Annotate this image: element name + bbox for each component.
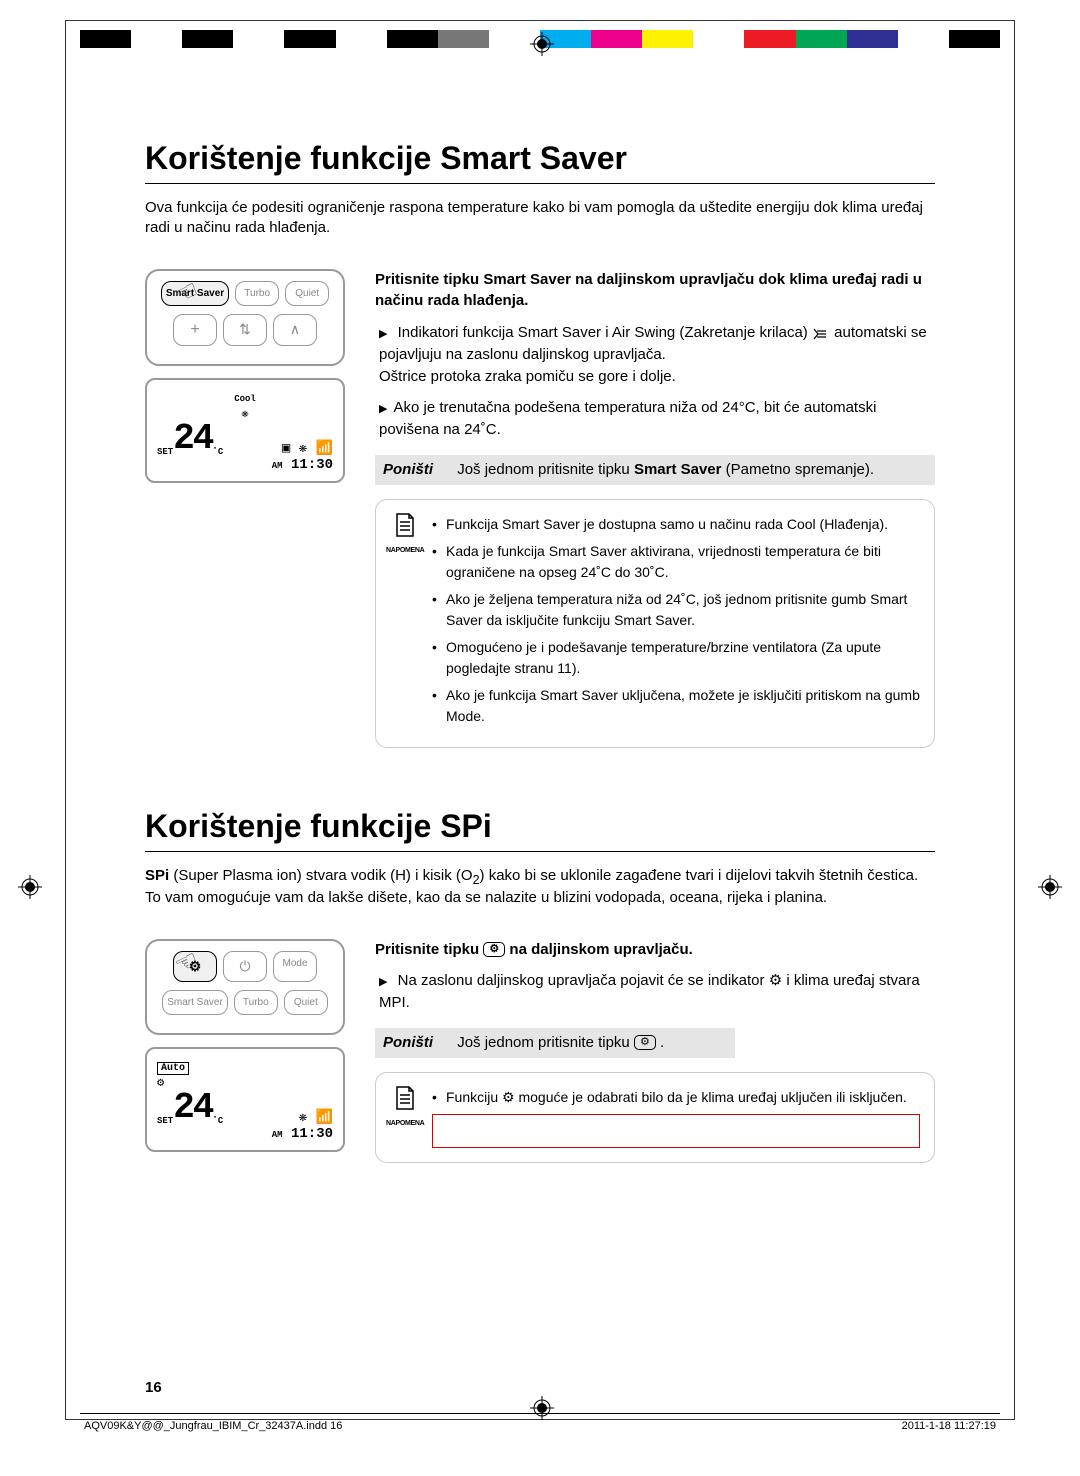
section2-body: ☜ ⚙ ⏻ Mode Smart Saver Turbo Quiet Auto …: [145, 939, 935, 1163]
n21a: Funkciju: [446, 1089, 502, 1105]
display-set-2: SET: [157, 1116, 173, 1126]
cancel-row: Poništi Još jednom pritisnite tipku Smar…: [375, 455, 935, 485]
cancel-pre: Još jednom pritisnite tipku: [457, 461, 634, 478]
note-item: Kada je funkcija Smart Saver aktivirana,…: [432, 541, 920, 583]
footer-timestamp: 2011-1-18 11:27:19: [902, 1420, 996, 1432]
note-label-2: NAPOMENA: [386, 1119, 424, 1130]
b1c: Oštrice protoka zraka pomiču se gore i d…: [379, 368, 676, 385]
i2-sub: 2: [473, 873, 480, 887]
remote-buttons-box: ☜ Smart Saver Turbo Quiet + ⇅ ∧: [145, 269, 345, 366]
instr-bold: Smart Saver: [483, 271, 571, 288]
c2-post: .: [660, 1034, 664, 1051]
footer-filename: AQV09K&Y@@_Jungfrau_IBIM_Cr_32437A.indd …: [84, 1420, 342, 1432]
display-am: AM: [272, 461, 283, 471]
section-intro: Ova funkcija će podesiti ograničenje ras…: [145, 198, 935, 239]
display-temp-2: 24: [173, 1090, 212, 1126]
note-item: Ako je funkcija Smart Saver uključena, m…: [432, 685, 920, 727]
remote-btn-up: ∧: [273, 314, 317, 346]
note-item: Ako je željena temperatura niža od 24˚C,…: [432, 589, 920, 631]
display-time-2: 11:30: [291, 1126, 333, 1142]
print-footer: AQV09K&Y@@_Jungfrau_IBIM_Cr_32437A.indd …: [80, 1413, 1000, 1432]
bullet-indicators: Indikatori funkcija Smart Saver i Air Sw…: [379, 322, 935, 387]
remote-illustration-col: ☜ Smart Saver Turbo Quiet + ⇅ ∧ Cool ❋ S…: [145, 269, 345, 748]
remote-btn-power: ⏻: [223, 951, 267, 982]
b1a: Indikatori funkcija Smart Saver i Air Sw…: [398, 324, 812, 341]
display-mode: Cool: [234, 394, 256, 404]
remote-btn-mode: Mode: [273, 951, 317, 982]
c2-pre: Još jednom pritisnite tipku: [457, 1034, 634, 1051]
display-set-label: SET: [157, 447, 173, 457]
note-icon: NAPOMENA: [386, 512, 424, 557]
page-number: 16: [145, 1379, 162, 1396]
display-deg: ˚C: [212, 447, 223, 457]
display-temp: 24: [173, 421, 212, 457]
instructions-col-2: Pritisnite tipku ⚙ na daljinskom upravlj…: [375, 939, 935, 1163]
section-title-smart-saver: Korištenje funkcije Smart Saver: [145, 140, 935, 184]
remote-btn-turbo: Turbo: [235, 281, 279, 306]
i2-m: (Super Plasma ion) stvara vodik (H) i ki…: [169, 867, 472, 884]
registration-mark-left: [18, 875, 42, 899]
cancel-bold: Smart Saver: [634, 461, 722, 478]
display-deg-2: ˚C: [212, 1116, 223, 1126]
remote-btn-smart-saver-2: Smart Saver: [162, 990, 228, 1015]
bullet-indicator-2: Na zaslonu daljinskog upravljača pojavit…: [379, 970, 935, 1014]
display-time: 11:30: [291, 457, 333, 473]
cancel-label: Poništi: [383, 461, 433, 478]
main-instruction-2: Pritisnite tipku ⚙ na daljinskom upravlj…: [375, 939, 935, 961]
bullet-temp: Ako je trenutačna podešena temperatura n…: [379, 397, 935, 441]
t2-pre: Korištenje funkcije: [145, 808, 440, 844]
spi-indicator-icon: ⚙: [769, 972, 782, 989]
page-content: Korištenje funkcije Smart Saver Ova funk…: [145, 140, 935, 1223]
section-title-spi: Korištenje funkcije SPi: [145, 808, 935, 852]
instructions-col: Pritisnite tipku Smart Saver na daljinsk…: [375, 269, 935, 748]
display-icons-2: ❋ 📶: [299, 1109, 333, 1126]
registration-mark-right: [1038, 875, 1062, 899]
remote-btn-quiet-2: Quiet: [284, 990, 328, 1015]
remote-display-box: Cool ❋ SET 24 ˚C ▣ ❋ 📶 AM 11:30: [145, 378, 345, 483]
swing-icon: [812, 326, 830, 340]
display-am-2: AM: [272, 1130, 283, 1140]
n21b: moguće je odabrati bilo da je klima uređ…: [518, 1089, 906, 1105]
remote-btn-quiet: Quiet: [285, 281, 329, 306]
i2p-post: na daljinskom upravljaču.: [509, 941, 692, 958]
main-instruction: Pritisnite tipku Smart Saver na daljinsk…: [375, 269, 935, 313]
instr-pre: Pritisnite tipku: [375, 271, 483, 288]
remote-illustration-col-2: ☜ ⚙ ⏻ Mode Smart Saver Turbo Quiet Auto …: [145, 939, 345, 1163]
display-icons: ▣ ❋ 📶: [282, 440, 333, 457]
remote-buttons-box-2: ☜ ⚙ ⏻ Mode Smart Saver Turbo Quiet: [145, 939, 345, 1035]
spi-indicator-icon-2: ⚙: [502, 1089, 515, 1105]
remote-display-box-2: Auto ⚙ SET 24 ˚C ❋ 📶 AM 11:30: [145, 1047, 345, 1152]
cancel-label-2: Poništi: [383, 1034, 433, 1051]
remote-btn-swing: ⇅: [223, 314, 267, 346]
remote-btn-turbo-2: Turbo: [234, 990, 278, 1015]
registration-mark-top: [530, 32, 554, 56]
n4: Ako je funkcija Smart Saver uključena, m…: [446, 687, 920, 724]
note-label: NAPOMENA: [386, 546, 424, 557]
note-item-2: Funkciju ⚙ moguće je odabrati bilo da je…: [432, 1087, 920, 1108]
n2: Ako je željena temperatura niža od 24˚C,…: [446, 591, 907, 628]
note-item: Omogućeno je i podešavanje temperature/b…: [432, 637, 920, 679]
red-highlight-box: [432, 1114, 920, 1148]
cancel-post: (Pametno spremanje).: [722, 461, 875, 478]
cancel-row-2: Poništi Još jednom pritisnite tipku ⚙ .: [375, 1028, 735, 1058]
section2-intro: SPi (Super Plasma ion) stvara vodik (H) …: [145, 866, 935, 909]
section1-body: ☜ Smart Saver Turbo Quiet + ⇅ ∧ Cool ❋ S…: [145, 269, 935, 748]
i2p-pre: Pritisnite tipku: [375, 941, 483, 958]
spi-key-icon: ⚙: [483, 942, 505, 957]
spi-key-icon-2: ⚙: [634, 1035, 656, 1050]
note-box: NAPOMENA Funkcija Smart Saver je dostupn…: [375, 499, 935, 748]
note-icon-2: NAPOMENA: [386, 1085, 424, 1130]
note-item: Funkcija Smart Saver je dostupna samo u …: [432, 514, 920, 535]
display-mode-2: Auto: [157, 1062, 189, 1075]
t2-bold: SPi: [440, 808, 492, 844]
i2-b: SPi: [145, 867, 169, 884]
b21a: Na zaslonu daljinskog upravljača pojavit…: [398, 972, 769, 989]
note-box-2: NAPOMENA Funkciju ⚙ moguće je odabrati b…: [375, 1072, 935, 1163]
remote-btn-plus: +: [173, 314, 217, 346]
